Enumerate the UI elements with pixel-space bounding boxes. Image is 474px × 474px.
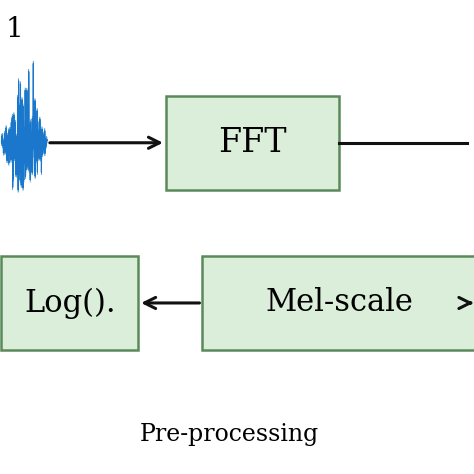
FancyBboxPatch shape bbox=[1, 256, 138, 350]
Text: FFT: FFT bbox=[218, 127, 287, 159]
Text: Pre-processing: Pre-processing bbox=[140, 423, 319, 447]
FancyBboxPatch shape bbox=[166, 96, 339, 190]
Text: Mel-scale: Mel-scale bbox=[265, 287, 413, 319]
FancyBboxPatch shape bbox=[202, 256, 474, 350]
Text: 1: 1 bbox=[6, 16, 24, 43]
Text: Log().: Log(). bbox=[24, 287, 116, 319]
